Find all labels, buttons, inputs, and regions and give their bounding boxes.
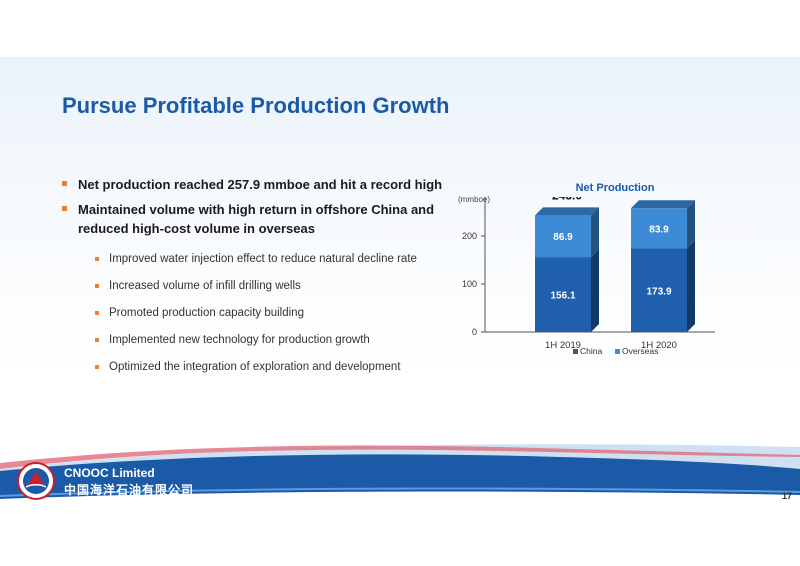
data-label: 83.9 — [649, 224, 669, 235]
sub-bullet-marker-icon — [95, 338, 99, 342]
legend-swatch-china — [573, 349, 578, 354]
total-label: 243.0 — [552, 197, 582, 202]
bullet-marker-icon — [62, 181, 67, 186]
bar-segment-overseas — [631, 208, 687, 249]
legend-swatch-overseas — [615, 349, 620, 354]
net-production-chart: 0100200300156.186.9243.01H 2019173.983.9… — [462, 197, 715, 356]
sub-bullet-4-text: Implemented new technology for productio… — [109, 334, 370, 346]
sub-bullet-2: Increased volume of infill drilling well… — [62, 279, 462, 294]
sub-bullet-marker-icon — [95, 311, 99, 315]
y-tick-label: 100 — [462, 279, 477, 289]
cnooc-logo-icon — [17, 462, 55, 500]
data-label: 173.9 — [646, 286, 671, 297]
bar-top-overseas — [535, 207, 599, 216]
sub-bullet-marker-icon — [95, 257, 99, 261]
bar-side-china — [591, 249, 599, 332]
sub-bullet-5-text: Optimized the integration of exploration… — [109, 361, 401, 373]
slide-title: Pursue Profitable Production Growth — [62, 93, 450, 118]
data-label: 86.9 — [553, 232, 573, 243]
sub-bullet-4: Implemented new technology for productio… — [62, 333, 462, 348]
sub-bullet-marker-icon — [95, 284, 99, 288]
bar-side-overseas — [591, 207, 599, 258]
data-label: 156.1 — [550, 291, 575, 302]
legend-label: China — [580, 346, 602, 356]
bar-segment-overseas — [535, 215, 591, 258]
bar-segment-china — [535, 257, 591, 332]
y-tick-label: 0 — [472, 327, 477, 337]
footer-wave — [0, 444, 800, 510]
slide: Pursue Profitable Production Growth Net … — [0, 57, 800, 510]
sub-bullet-1: Improved water injection effect to reduc… — [62, 252, 462, 267]
sub-bullet-5: Optimized the integration of exploration… — [62, 360, 462, 375]
bullet-2: Maintained volume with high return in of… — [62, 200, 462, 238]
legend-label: Overseas — [622, 346, 658, 356]
company-name-en: CNOOC Limited — [64, 466, 155, 480]
sub-bullet-3: Promoted production capacity building — [62, 306, 462, 321]
sub-bullet-2-text: Increased volume of infill drilling well… — [109, 280, 301, 292]
bullet-1: Net production reached 257.9 mmboe and h… — [62, 175, 462, 194]
page-number: 17 — [781, 491, 792, 501]
chart-unit-label: (mmboe) — [458, 195, 491, 204]
bullet-1-text: Net production reached 257.9 mmboe and h… — [78, 177, 443, 192]
y-tick-label: 200 — [462, 231, 477, 241]
sub-bullet-3-text: Promoted production capacity building — [109, 307, 304, 319]
bar-segment-china — [631, 248, 687, 332]
x-tick-label: 1H 2020 — [641, 340, 677, 351]
bar-side-china — [687, 240, 695, 332]
bullet-2-text: Maintained volume with high return in of… — [78, 202, 435, 236]
company-name-cn: 中国海洋石油有限公司 — [64, 483, 195, 497]
bullet-list: Net production reached 257.9 mmboe and h… — [62, 175, 462, 375]
x-tick-label: 1H 2019 — [545, 340, 581, 351]
bar-side-overseas — [687, 200, 695, 249]
bar-top-overseas — [631, 200, 695, 209]
sub-bullet-1-text: Improved water injection effect to reduc… — [109, 253, 417, 265]
bullet-marker-icon — [62, 206, 67, 211]
chart-title: Net Production — [575, 182, 655, 194]
sub-bullet-marker-icon — [95, 365, 99, 369]
